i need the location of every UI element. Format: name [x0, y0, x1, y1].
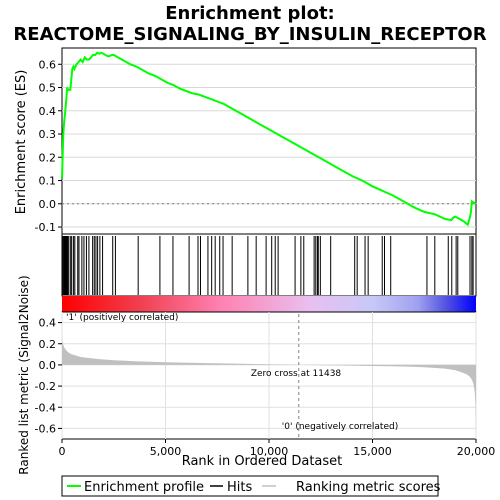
es-y-tick-label: 0.6	[39, 58, 57, 71]
es-y-tick-label: 0.4	[39, 105, 57, 118]
hits-panel	[61, 233, 477, 297]
hits-lines	[61, 236, 474, 295]
x-tick-label: 10,000	[250, 445, 289, 458]
zero-cross-label: Zero cross at 11438	[251, 369, 342, 379]
es-y-tick-label: 0.3	[39, 128, 57, 141]
legend-box	[61, 475, 439, 497]
metric-y-tick-label: 0.4	[39, 317, 57, 330]
legend: Enrichment profile Hits Ranking metric s…	[61, 475, 441, 497]
rank-color-bar	[62, 296, 476, 312]
legend-label-enrichment: Enrichment profile	[84, 480, 204, 495]
metric-y-tick-label: 0.2	[39, 338, 57, 351]
metric-y-tick-label: -0.2	[35, 380, 56, 393]
chart-title-line2: REACTOME_SIGNALING_BY_INSULIN_RECEPTOR	[13, 24, 486, 45]
x-tick-label: 0	[59, 445, 66, 458]
es-panel-frame	[61, 47, 477, 235]
metric-y-axis-label: Ranked list metric (Signal2Noise)	[17, 275, 31, 474]
x-tick-label: 5,000	[150, 445, 182, 458]
es-y-axis-label: Enrichment score (ES)	[14, 70, 29, 215]
es-y-ticks: -0.1 0.0 0.1 0.2 0.3 0.4 0.5 0.6	[35, 58, 62, 234]
es-y-tick-label: 0.1	[39, 175, 57, 188]
metric-panel: -0.6 -0.4 -0.2 0.0 0.2 0.4 0 5,000 10,000 15,000…	[17, 275, 495, 474]
metric-x-ticks: 0 5,000 10,000 15,000 20,000	[59, 439, 496, 458]
metric-grid	[61, 312, 477, 439]
x-axis-label: Rank in Ordered Dataset	[182, 454, 343, 469]
es-panel: -0.1 0.0 0.1 0.2 0.3 0.4 0.5 0.6 Enrichment sco…	[14, 47, 477, 235]
x-tick-label: 15,000	[353, 445, 392, 458]
es-y-tick-label: 0.0	[39, 198, 57, 211]
es-y-tick-label: -0.1	[35, 221, 56, 234]
metric-y-tick-label: 0.0	[39, 359, 57, 372]
x-tick-label: 20,000	[457, 445, 496, 458]
es-y-tick-label: 0.5	[39, 82, 57, 95]
es-y-tick-label: 0.2	[39, 151, 57, 164]
legend-label-metric: Ranking metric scores	[296, 480, 441, 495]
negative-correlation-label: '0' (negatively correlated)	[282, 422, 398, 432]
chart-title-line1: Enrichment plot:	[165, 3, 335, 24]
metric-y-tick-label: -0.4	[35, 401, 56, 414]
metric-y-ticks: -0.6 -0.4 -0.2 0.0 0.2 0.4	[35, 317, 62, 435]
legend-label-hits: Hits	[227, 480, 252, 495]
hits-panel-frame	[61, 233, 477, 297]
metric-y-tick-label: -0.6	[35, 422, 56, 435]
enrichment-profile-line	[61, 51, 477, 227]
positive-correlation-label: '1' (positively correlated)	[66, 313, 178, 323]
